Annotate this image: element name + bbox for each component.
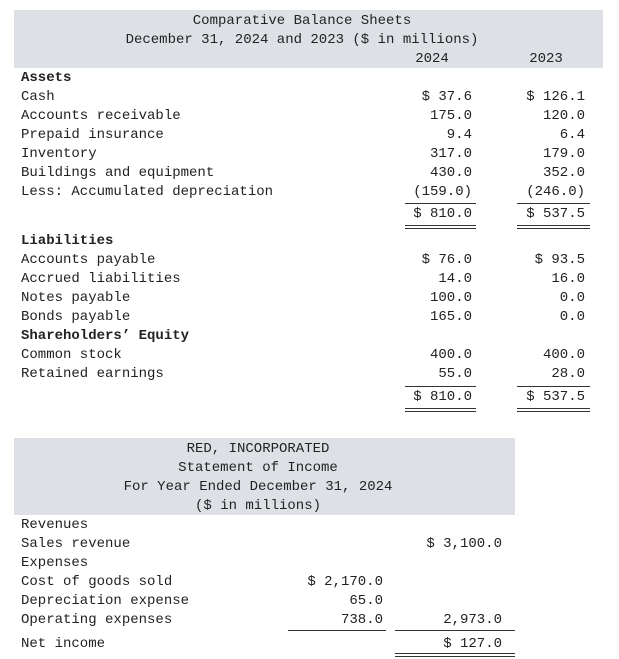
cell-value: $ 3,100.0	[426, 536, 502, 552]
row-label: Accounts receivable	[21, 108, 181, 124]
rule	[405, 225, 476, 226]
row-label: Expenses	[21, 555, 89, 571]
total-value: $ 537.5	[526, 389, 585, 405]
row-label: Net income	[21, 636, 106, 652]
cell-value: 65.0	[349, 593, 383, 609]
rule	[405, 408, 476, 409]
row-label: Buildings and equipment	[21, 165, 215, 181]
row-label: Bonds payable	[21, 309, 131, 325]
rule	[405, 411, 476, 412]
subtitle: December 31, 2024 and 2023 ($ in million…	[125, 32, 479, 48]
row-label: Depreciation expense	[21, 593, 190, 609]
rule	[405, 386, 476, 387]
cell-value: 14.0	[438, 271, 472, 287]
rule	[395, 630, 515, 631]
header-band	[14, 10, 603, 68]
section-heading: Assets	[21, 70, 72, 86]
row-label: Retained earnings	[21, 366, 164, 382]
rule	[517, 203, 590, 204]
cell-value: 0.0	[559, 290, 585, 306]
row-label: Common stock	[21, 347, 122, 363]
cell-value: 400.0	[542, 347, 585, 363]
cell-value: 430.0	[429, 165, 472, 181]
section-heading: Shareholders’ Equity	[21, 328, 190, 344]
row-label: Cost of goods sold	[21, 574, 173, 590]
cell-value: 165.0	[429, 309, 472, 325]
cell-value: $ 37.6	[421, 89, 472, 105]
cell-value: (159.0)	[413, 184, 472, 200]
rule	[405, 203, 476, 204]
row-label: Prepaid insurance	[21, 127, 164, 143]
cell-value: $ 93.5	[534, 252, 585, 268]
title: Comparative Balance Sheets	[192, 13, 412, 29]
row-label: Sales revenue	[21, 536, 131, 552]
rule	[395, 653, 515, 654]
cell-value: 179.0	[542, 146, 585, 162]
row-label: Accounts payable	[21, 252, 156, 268]
cell-value: 0.0	[559, 309, 585, 325]
cell-value: 100.0	[429, 290, 472, 306]
total-value: $ 810.0	[413, 389, 472, 405]
row-label: Less: Accumulated depreciation	[21, 184, 274, 200]
row-label: Notes payable	[21, 290, 131, 306]
row-label: Cash	[21, 89, 55, 105]
column-header: 2023	[529, 51, 563, 67]
cell-value: 175.0	[429, 108, 472, 124]
cell-value: 738.0	[340, 612, 383, 628]
cell-value: 120.0	[542, 108, 585, 124]
section-heading: Liabilities	[21, 233, 114, 249]
rule	[517, 225, 590, 226]
column-header: 2024	[415, 51, 449, 67]
header-band	[14, 438, 515, 515]
period: For Year Ended December 31, 2024	[123, 479, 393, 495]
row-label: Inventory	[21, 146, 97, 162]
cell-value: 317.0	[429, 146, 472, 162]
row-label: Operating expenses	[21, 612, 173, 628]
row-label: Accrued liabilities	[21, 271, 181, 287]
statement-title: Statement of Income	[178, 460, 338, 476]
cell-value: $ 126.1	[526, 89, 585, 105]
cell-value: 55.0	[438, 366, 472, 382]
cell-value: $ 2,170.0	[307, 574, 383, 590]
total-value: $ 537.5	[526, 206, 585, 222]
cell-value: 352.0	[542, 165, 585, 181]
company-name: RED, INCORPORATED	[186, 441, 330, 457]
rule	[405, 228, 476, 229]
row-label: Revenues	[21, 517, 89, 533]
cell-value: 6.4	[559, 127, 585, 143]
cell-value: 2,973.0	[443, 612, 502, 628]
rule	[517, 228, 590, 229]
cell-value: 28.0	[551, 366, 585, 382]
units: ($ in millions)	[194, 498, 322, 514]
rule	[517, 408, 590, 409]
cell-value: $ 127.0	[443, 636, 502, 652]
cell-value: 16.0	[551, 271, 585, 287]
cell-value: (246.0)	[526, 184, 585, 200]
cell-value: 400.0	[429, 347, 472, 363]
rule	[517, 411, 590, 412]
cell-value: $ 76.0	[421, 252, 472, 268]
cell-value: 9.4	[446, 127, 472, 143]
rule	[517, 386, 590, 387]
rule	[395, 656, 515, 657]
rule	[288, 630, 386, 631]
total-value: $ 810.0	[413, 206, 472, 222]
